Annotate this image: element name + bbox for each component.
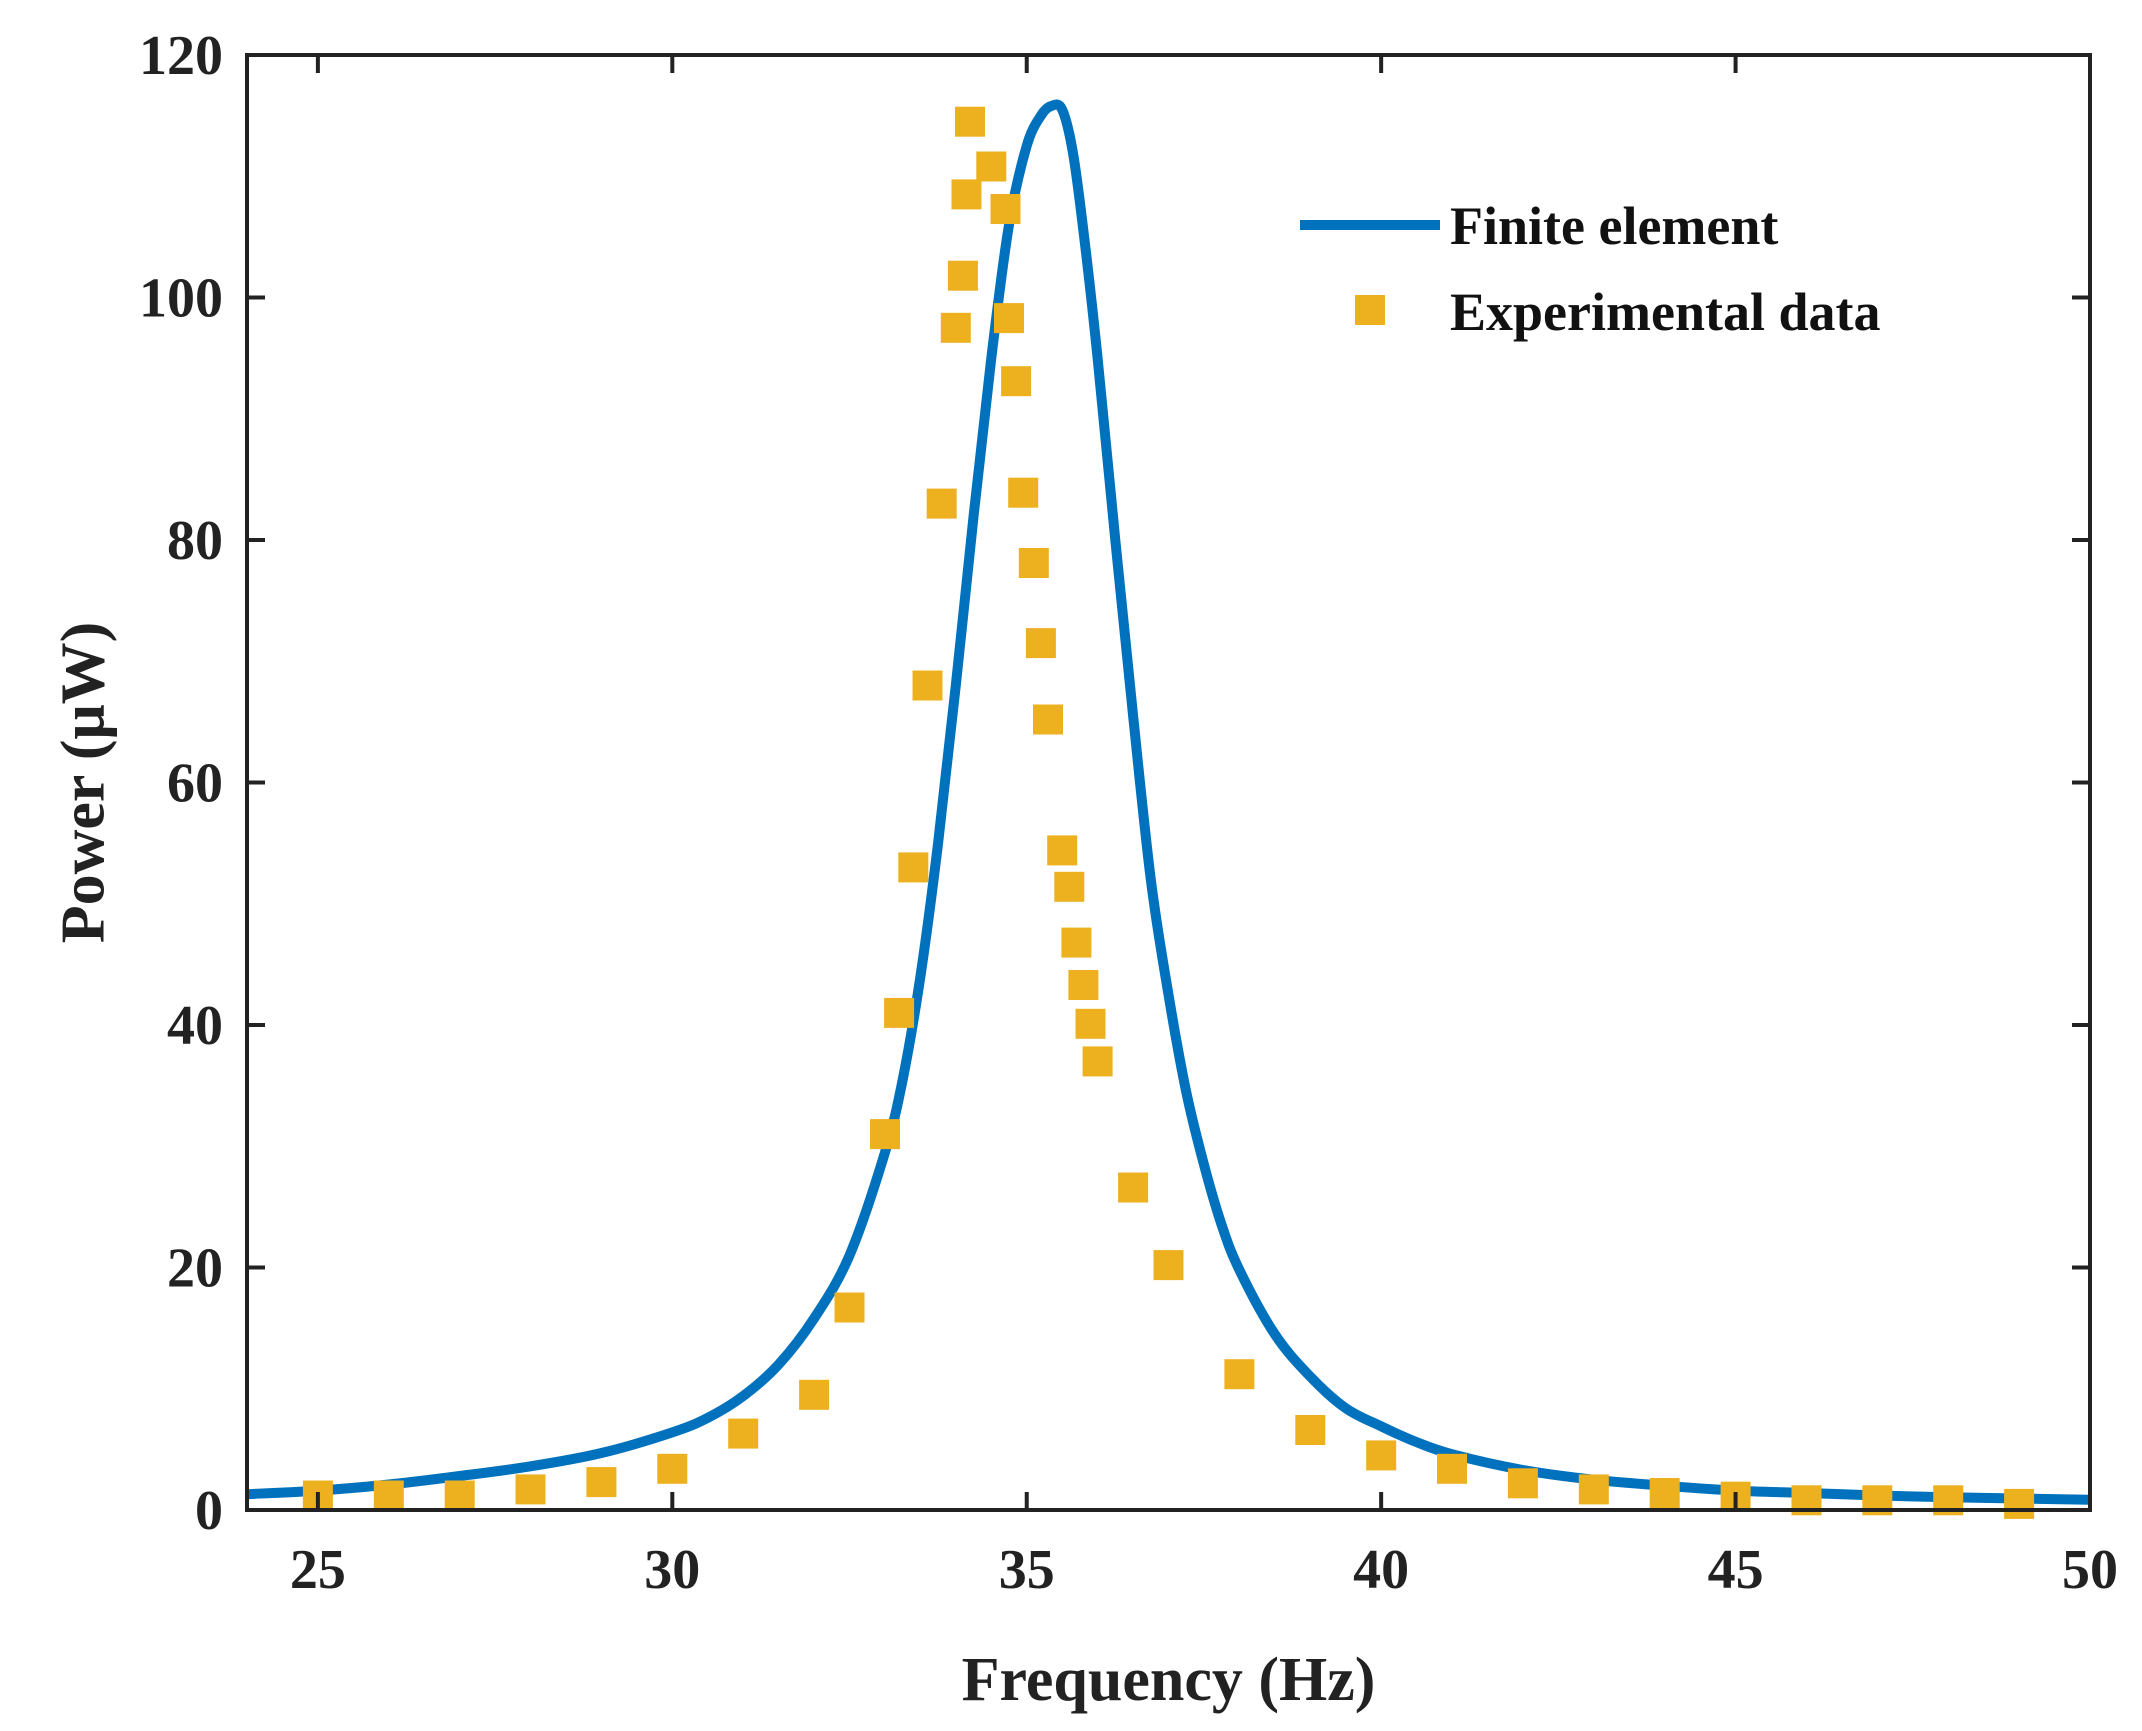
experimental-point	[1018, 548, 1049, 578]
legend-label-experimental-data: Experimental data	[1450, 282, 1880, 342]
y-axis-label: Power (μW)	[50, 622, 118, 944]
y-tick-label: 100	[139, 268, 223, 330]
experimental-point	[1578, 1474, 1609, 1505]
experimental-point	[912, 670, 943, 701]
experimental-point	[1047, 835, 1078, 866]
experimental-point	[2004, 1488, 2035, 1519]
experimental-point	[657, 1453, 688, 1484]
legend-square-marker	[1355, 295, 1385, 325]
experimental-point	[728, 1418, 759, 1449]
y-tick-label: 120	[139, 25, 223, 87]
x-tick-label: 40	[1353, 1539, 1409, 1601]
x-tick-label: 35	[999, 1539, 1055, 1601]
experimental-point	[1295, 1415, 1326, 1445]
x-tick-label: 50	[2062, 1539, 2118, 1601]
experimental-point	[1068, 970, 1099, 1000]
experimental-point	[1437, 1453, 1467, 1484]
y-tick-label: 20	[167, 1238, 223, 1300]
experimental-point	[515, 1474, 546, 1505]
experimental-point	[940, 312, 971, 343]
x-tick-label: 45	[1708, 1539, 1764, 1601]
experimental-point	[1224, 1359, 1255, 1390]
experimental-point	[799, 1379, 830, 1410]
experimental-point	[955, 106, 985, 137]
experimental-point	[951, 179, 982, 210]
experimental-point	[1082, 1046, 1113, 1077]
legend-label-finite-element: Finite element	[1450, 196, 1778, 256]
ticks	[247, 53, 2092, 1512]
x-axis-label: Frequency (Hz)	[962, 1646, 1376, 1714]
experimental-point	[1507, 1468, 1538, 1499]
y-tick-label: 60	[167, 753, 223, 815]
experimental-point	[1153, 1250, 1184, 1281]
experimental-point	[373, 1480, 404, 1511]
experimental-point	[1366, 1440, 1397, 1471]
experimental-point	[1025, 628, 1056, 659]
experimental-point	[994, 303, 1024, 334]
experimental-point	[870, 1119, 900, 1150]
experimental-point	[1118, 1172, 1149, 1203]
experimental-point	[1061, 927, 1092, 958]
experimental-point	[1033, 704, 1063, 735]
x-tick-label: 30	[644, 1539, 700, 1601]
experimental-point	[834, 1292, 865, 1323]
legend: Finite element Experimental data	[1300, 196, 1880, 342]
x-tick-labels: 25 30 35 40 45 50	[290, 1539, 2118, 1601]
y-tick-label: 80	[167, 510, 223, 572]
experimental-point	[990, 194, 1021, 224]
experimental-point	[898, 852, 929, 883]
experimental-point	[1008, 477, 1039, 508]
x-tick-label: 25	[290, 1539, 346, 1601]
experimental-point	[586, 1467, 617, 1498]
y-tick-labels: 0 20 40 60 80 100 120	[139, 25, 223, 1542]
experimental-point	[1075, 1008, 1106, 1039]
experimental-point	[1001, 366, 1032, 397]
experimental-point	[926, 488, 957, 519]
experimental-point	[947, 260, 978, 291]
experimental-point	[976, 151, 1007, 182]
y-tick-label: 40	[167, 995, 223, 1057]
experimental-point	[1054, 871, 1085, 902]
plot-area	[247, 99, 2090, 1519]
finite-element-line	[247, 99, 2090, 1505]
y-tick-label: 0	[195, 1480, 223, 1542]
experimental-point	[884, 997, 915, 1028]
experimental-point	[1649, 1478, 1680, 1508]
experimental-point	[444, 1480, 475, 1511]
